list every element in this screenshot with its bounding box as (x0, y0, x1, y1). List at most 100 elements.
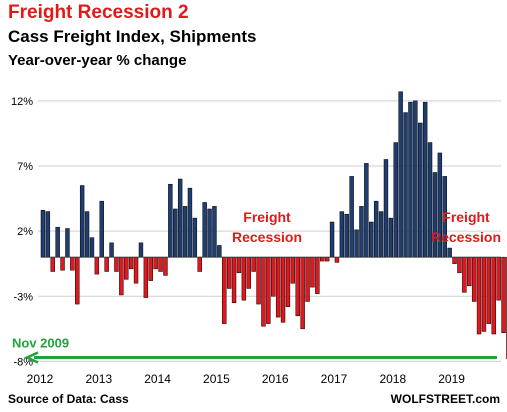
bar-negative (197, 256, 202, 272)
bar-negative (94, 256, 100, 275)
bar-positive (447, 247, 452, 258)
bar-positive (408, 101, 413, 258)
bar-positive (173, 208, 178, 258)
bar-negative (486, 256, 492, 324)
bar-positive (344, 213, 349, 258)
x-tick-label: 2016 (262, 372, 289, 386)
x-tick-label: 2014 (144, 372, 171, 386)
bar-negative (124, 256, 129, 280)
bar-negative (226, 256, 232, 289)
bar-positive (378, 211, 384, 258)
chart-subtitle-units: Year-over-year % change (8, 52, 187, 69)
bar-negative (471, 256, 477, 302)
bar-negative (241, 256, 247, 301)
bar-negative (114, 256, 119, 272)
source-note: Source of Data: Cass (8, 392, 129, 406)
bar-positive (373, 200, 379, 258)
bar-negative (275, 256, 281, 318)
bar-positive (388, 217, 394, 258)
bar-negative (143, 256, 149, 298)
x-tick-label: 2019 (438, 372, 465, 386)
bar-negative (290, 256, 296, 284)
bar-negative (246, 256, 251, 289)
bar-negative (324, 256, 330, 262)
bar-positive (217, 245, 222, 258)
bar-negative (133, 256, 139, 284)
bar-negative (467, 256, 472, 287)
x-tick-label: 2015 (203, 372, 230, 386)
bar-negative (251, 256, 256, 272)
chart-subtitle: Cass Freight Index, Shipments (8, 27, 257, 46)
bar-negative (50, 256, 55, 272)
bar-positive (55, 226, 60, 258)
bar-negative (70, 256, 75, 271)
bar-positive (45, 211, 51, 258)
bar-positive (89, 237, 95, 258)
bar-positive (177, 178, 183, 258)
bar-positive (207, 208, 212, 258)
bar-positive (65, 228, 70, 258)
bar-positive (369, 221, 374, 258)
recession-annotation: Recession (232, 229, 302, 245)
bar-positive (202, 202, 207, 258)
bar-negative (452, 256, 457, 264)
nov-2009-label: Nov 2009 (12, 335, 69, 350)
bar-positive (354, 229, 359, 258)
bar-negative (271, 256, 276, 297)
bar-negative (75, 256, 80, 305)
bar-positive (383, 159, 389, 258)
bar-negative (305, 256, 310, 302)
bar-negative (320, 256, 325, 262)
bar-negative (261, 256, 266, 327)
bar-positive (393, 142, 398, 258)
bar-positive (329, 221, 335, 258)
bar-negative (222, 256, 227, 324)
bar-negative (334, 256, 340, 263)
bar-negative (60, 256, 65, 271)
bar-negative (310, 256, 315, 288)
bar-positive (84, 211, 90, 258)
bar-positive (182, 206, 188, 258)
bar-positive (364, 163, 369, 258)
bar-negative (491, 256, 496, 335)
nov-2009-arrowhead (23, 351, 39, 364)
x-tick-label: 2012 (27, 372, 54, 386)
bar-positive (398, 91, 403, 258)
bar-positive (99, 200, 104, 258)
bar-positive (192, 217, 198, 258)
bar-negative (476, 256, 482, 335)
bar-positive (138, 242, 144, 258)
bar-negative (128, 256, 134, 270)
bar-negative (285, 256, 291, 307)
bar-positive (40, 210, 46, 258)
bar-positive (79, 185, 85, 258)
bar-negative (315, 256, 320, 294)
bar-negative (158, 256, 163, 272)
bar-positive (403, 112, 408, 258)
bar-positive (349, 176, 354, 258)
bar-negative (496, 256, 501, 301)
y-tick-label: 7% (17, 161, 33, 173)
chart-title: Freight Recession 2 (8, 2, 189, 23)
bar-negative (501, 256, 506, 333)
recession-annotation: Freight (243, 209, 291, 225)
bar-negative (148, 256, 153, 281)
bar-negative (236, 256, 242, 274)
bar-negative (163, 256, 168, 276)
brand-label: WOLFSTREET.com (390, 392, 500, 406)
bar-negative (119, 256, 124, 296)
bar-negative (300, 256, 305, 330)
bar-negative (280, 256, 286, 323)
bar-negative (104, 256, 109, 272)
bar-negative (153, 256, 158, 270)
bar-negative (231, 256, 237, 304)
bar-positive (168, 183, 173, 258)
bar-negative (256, 256, 261, 305)
bar-positive (187, 187, 193, 258)
bar-positive (109, 242, 114, 258)
x-tick-label: 2017 (321, 372, 348, 386)
bar-positive (339, 211, 345, 258)
recession-annotation: Freight (442, 209, 490, 225)
x-tick-label: 2018 (379, 372, 406, 386)
